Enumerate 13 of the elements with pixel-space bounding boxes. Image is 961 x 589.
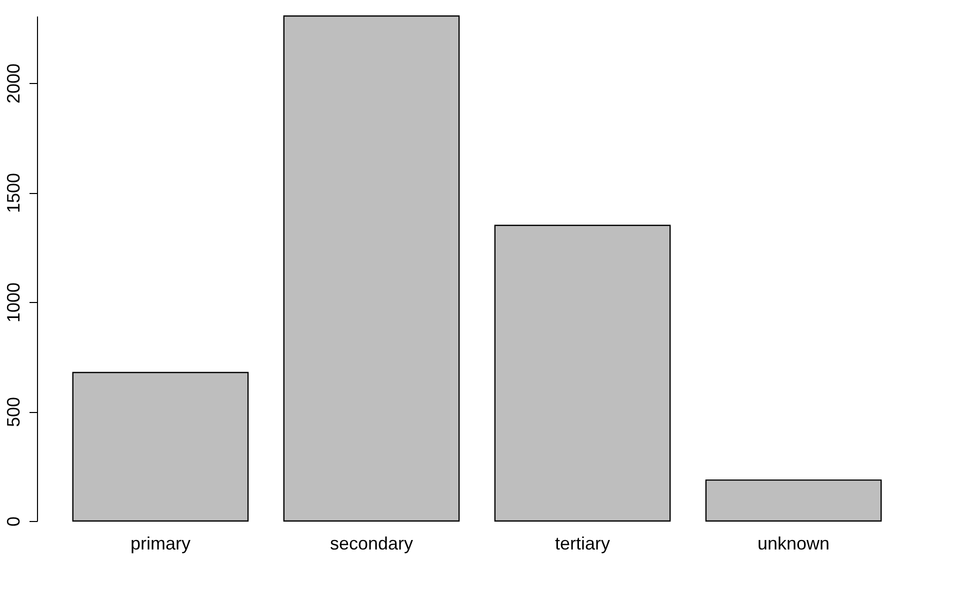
y-tick-label: 1000 xyxy=(4,282,24,323)
bar xyxy=(705,479,882,522)
x-tick-label: primary xyxy=(130,534,190,554)
x-tick-label: unknown xyxy=(758,534,830,554)
y-tick-label: 2000 xyxy=(4,63,24,104)
y-tick-label: 0 xyxy=(4,516,24,527)
x-tick-label: tertiary xyxy=(555,534,610,554)
y-tick-label: 1500 xyxy=(4,172,24,214)
x-tick-label: secondary xyxy=(330,534,414,554)
bar xyxy=(494,224,671,522)
y-tick-label: 500 xyxy=(4,396,24,428)
bar xyxy=(283,15,460,522)
bar xyxy=(72,372,249,522)
